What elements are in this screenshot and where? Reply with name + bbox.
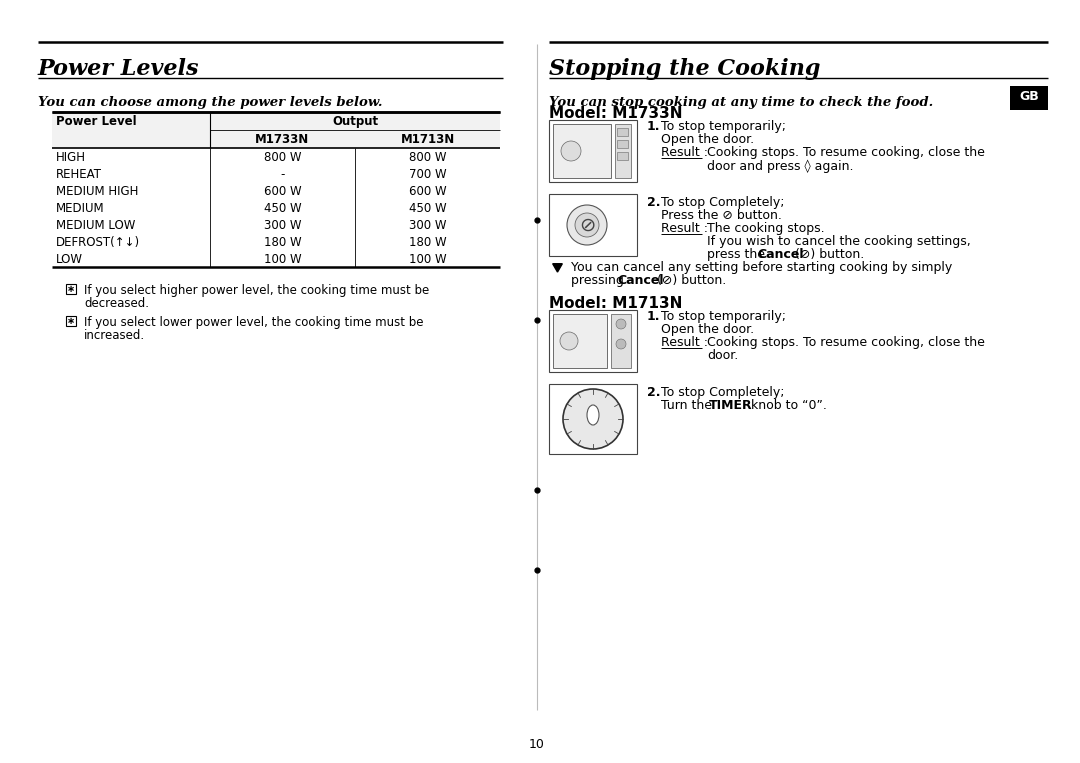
Bar	[553, 124, 611, 178]
Text: 10: 10	[529, 738, 545, 751]
Circle shape	[563, 389, 623, 449]
Text: You can choose among the power levels below.: You can choose among the power levels be…	[38, 96, 382, 109]
Text: Power Levels: Power Levels	[38, 58, 200, 80]
Bar	[1010, 86, 1048, 110]
Bar	[549, 120, 637, 182]
Circle shape	[616, 319, 626, 329]
Text: Output: Output	[332, 115, 378, 128]
Text: Turn the: Turn the	[661, 399, 716, 412]
Text: REHEAT: REHEAT	[56, 168, 102, 181]
Text: Stopping the Cooking: Stopping the Cooking	[549, 58, 821, 80]
Text: DEFROST(↑↓): DEFROST(↑↓)	[56, 236, 140, 249]
Text: (⊘) button.: (⊘) button.	[657, 274, 726, 287]
Text: If you select higher power level, the cooking time must be: If you select higher power level, the co…	[84, 284, 429, 297]
Ellipse shape	[561, 141, 581, 161]
Text: (⊘) button.: (⊘) button.	[795, 248, 864, 261]
Bar	[549, 194, 637, 256]
Text: To stop temporarily;: To stop temporarily;	[661, 310, 786, 323]
Text: 100 W: 100 W	[264, 253, 301, 266]
Text: 800 W: 800 W	[408, 151, 446, 164]
Text: Press the ⊘ button.: Press the ⊘ button.	[661, 209, 782, 222]
Text: knob to “0”.: knob to “0”.	[747, 399, 827, 412]
Text: ∗: ∗	[67, 284, 76, 294]
Text: You can stop cooking at any time to check the food.: You can stop cooking at any time to chec…	[549, 96, 933, 109]
Ellipse shape	[588, 405, 599, 425]
Text: press the: press the	[707, 248, 769, 261]
Text: 300 W: 300 W	[408, 219, 446, 232]
Text: If you wish to cancel the cooking settings,: If you wish to cancel the cooking settin…	[707, 235, 971, 248]
Text: To stop Completely;: To stop Completely;	[661, 386, 784, 399]
Text: 600 W: 600 W	[264, 185, 301, 198]
Bar	[549, 384, 637, 454]
Text: If you select lower power level, the cooking time must be: If you select lower power level, the coo…	[84, 316, 423, 329]
Bar	[615, 124, 631, 178]
Text: MEDIUM: MEDIUM	[56, 202, 105, 215]
Bar	[66, 284, 76, 294]
Text: 2.: 2.	[647, 196, 661, 209]
Text: GB: GB	[1020, 90, 1039, 103]
Bar	[66, 316, 76, 326]
Text: door.: door.	[707, 349, 739, 362]
Text: You can cancel any setting before starting cooking by simply: You can cancel any setting before starti…	[571, 261, 953, 274]
Text: Open the door.: Open the door.	[661, 323, 754, 336]
Text: 700 W: 700 W	[408, 168, 446, 181]
Text: Result :: Result :	[661, 146, 708, 159]
Text: 450 W: 450 W	[408, 202, 446, 215]
Ellipse shape	[561, 332, 578, 350]
Text: The cooking stops.: The cooking stops.	[707, 222, 825, 235]
Text: HIGH: HIGH	[56, 151, 86, 164]
Text: Cancel: Cancel	[617, 274, 663, 287]
Text: LOW: LOW	[56, 253, 83, 266]
Circle shape	[575, 213, 599, 237]
Text: 100 W: 100 W	[408, 253, 446, 266]
Bar	[549, 310, 637, 372]
Text: 2.: 2.	[647, 386, 661, 399]
Text: ∗: ∗	[67, 316, 76, 326]
Text: To stop temporarily;: To stop temporarily;	[661, 120, 786, 133]
Text: MEDIUM LOW: MEDIUM LOW	[56, 219, 135, 232]
Text: Result :: Result :	[661, 336, 708, 349]
Text: door and press ◊ again.: door and press ◊ again.	[707, 159, 853, 172]
Text: Cooking stops. To resume cooking, close the: Cooking stops. To resume cooking, close …	[707, 336, 985, 349]
Circle shape	[616, 339, 626, 349]
Text: increased.: increased.	[84, 329, 145, 342]
Text: 300 W: 300 W	[264, 219, 301, 232]
Text: Cancel: Cancel	[757, 248, 804, 261]
Text: ⊘: ⊘	[579, 215, 595, 234]
Text: MEDIUM HIGH: MEDIUM HIGH	[56, 185, 138, 198]
Text: Power Level: Power Level	[56, 115, 137, 128]
Text: decreased.: decreased.	[84, 297, 149, 310]
Text: 450 W: 450 W	[264, 202, 301, 215]
Text: 180 W: 180 W	[264, 236, 301, 249]
Bar	[52, 112, 500, 148]
Text: Cooking stops. To resume cooking, close the: Cooking stops. To resume cooking, close …	[707, 146, 985, 159]
Text: M1733N: M1733N	[255, 133, 310, 146]
Text: -: -	[281, 168, 285, 181]
Bar	[617, 140, 627, 148]
Bar	[617, 152, 627, 160]
Text: 1.: 1.	[647, 310, 661, 323]
Text: M1713N: M1713N	[401, 133, 455, 146]
Bar	[553, 314, 607, 368]
Bar	[611, 314, 631, 368]
Text: TIMER: TIMER	[708, 399, 753, 412]
Text: 600 W: 600 W	[408, 185, 446, 198]
Circle shape	[567, 205, 607, 245]
Text: pressing: pressing	[571, 274, 627, 287]
Bar	[617, 128, 627, 136]
Text: To stop Completely;: To stop Completely;	[661, 196, 784, 209]
Text: Model: M1713N: Model: M1713N	[549, 296, 683, 311]
Text: Result :: Result :	[661, 222, 708, 235]
Text: 800 W: 800 W	[264, 151, 301, 164]
Text: 180 W: 180 W	[408, 236, 446, 249]
Text: Open the door.: Open the door.	[661, 133, 754, 146]
Text: Model: M1733N: Model: M1733N	[549, 106, 683, 121]
Text: 1.: 1.	[647, 120, 661, 133]
